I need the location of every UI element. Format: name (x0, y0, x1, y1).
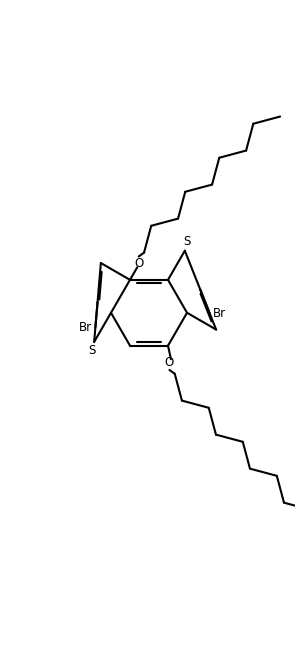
Text: O: O (165, 356, 174, 369)
Text: O: O (134, 257, 143, 270)
Text: S: S (88, 344, 96, 357)
Text: Br: Br (79, 320, 92, 334)
Text: Br: Br (212, 307, 226, 320)
Text: S: S (184, 235, 191, 248)
